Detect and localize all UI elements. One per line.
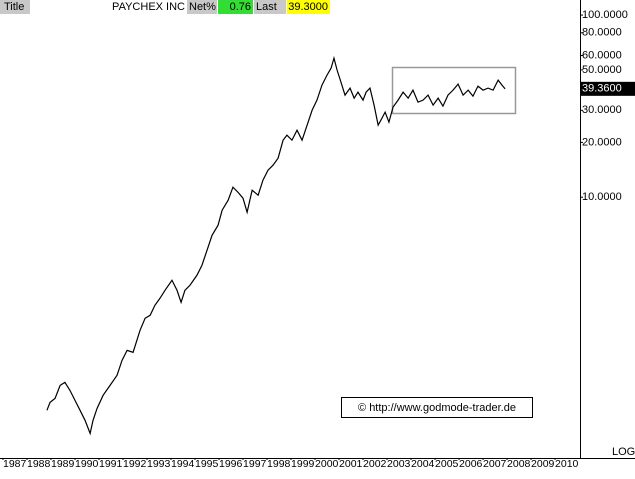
y-tick-label: 60.0000	[582, 49, 622, 61]
y-tick-label: 10.0000	[582, 191, 622, 203]
x-tick-label: 1993	[147, 458, 171, 470]
x-tick-label: 2000	[315, 458, 339, 470]
price-line	[46, 55, 506, 436]
header-cell	[187, 0, 217, 14]
header-net-value: 0.76	[230, 1, 251, 13]
header-net-label: Net%	[189, 1, 216, 13]
x-tick-label: 1999	[291, 458, 315, 470]
y-tick-label: 30.0000	[582, 104, 622, 116]
x-tick-label: 1987	[3, 458, 27, 470]
x-tick-label: 1994	[171, 458, 195, 470]
x-tick-label: 2004	[411, 458, 435, 470]
x-tick-label: 2008	[507, 458, 531, 470]
y-tick-label: 80.0000	[582, 27, 622, 39]
x-tick-label: 1996	[219, 458, 243, 470]
x-tick-label: 2001	[339, 458, 363, 470]
header-cell	[254, 0, 286, 14]
watermark: © http://www.godmode-trader.de	[358, 402, 516, 414]
x-tick-label: 2007	[483, 458, 507, 470]
header-cell	[218, 0, 253, 14]
header-cell	[0, 0, 30, 14]
x-tick-label: 2006	[459, 458, 483, 470]
header-title-label: Title	[4, 1, 24, 13]
header-last-label: Last	[256, 1, 277, 13]
last-value-box	[581, 81, 635, 96]
x-tick-label: 2002	[363, 458, 387, 470]
x-tick-label: 2010	[555, 458, 579, 470]
x-tick-label: 1989	[51, 458, 75, 470]
x-tick-label: 2009	[531, 458, 555, 470]
x-tick-label: 2003	[387, 458, 411, 470]
header-cell	[287, 0, 330, 14]
x-tick-label: 1988	[27, 458, 51, 470]
x-tick-label: 1991	[99, 458, 123, 470]
header-last-value: 39.3000	[288, 1, 328, 13]
y-tick-label: 100.0000	[582, 9, 628, 21]
x-tick-label: 1998	[267, 458, 291, 470]
x-tick-label: 1997	[243, 458, 267, 470]
scale-label: LOG	[612, 446, 635, 458]
y-tick-label: 50.0000	[582, 64, 622, 76]
y-tick-label: 20.0000	[582, 136, 622, 148]
x-tick-label: 1990	[75, 458, 99, 470]
header-name: PAYCHEX INC	[112, 1, 185, 13]
x-tick-label: 2005	[435, 458, 459, 470]
watermark-box	[341, 397, 533, 418]
range-box	[391, 66, 517, 115]
x-tick-label: 1992	[123, 458, 147, 470]
last-value-label: 39.3600	[582, 83, 622, 95]
x-tick-label: 1995	[195, 458, 219, 470]
